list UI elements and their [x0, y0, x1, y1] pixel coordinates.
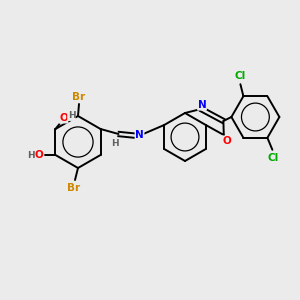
Text: Cl: Cl: [235, 71, 246, 81]
Text: H: H: [111, 139, 118, 148]
Text: O: O: [34, 150, 43, 160]
Text: H: H: [68, 112, 75, 121]
Text: Br: Br: [68, 183, 81, 193]
Text: O: O: [59, 113, 68, 123]
Text: O: O: [222, 136, 231, 146]
Text: N: N: [198, 100, 206, 110]
Text: Cl: Cl: [268, 153, 279, 163]
Text: N: N: [135, 130, 144, 140]
Text: H: H: [27, 151, 34, 160]
Text: Br: Br: [72, 92, 86, 102]
